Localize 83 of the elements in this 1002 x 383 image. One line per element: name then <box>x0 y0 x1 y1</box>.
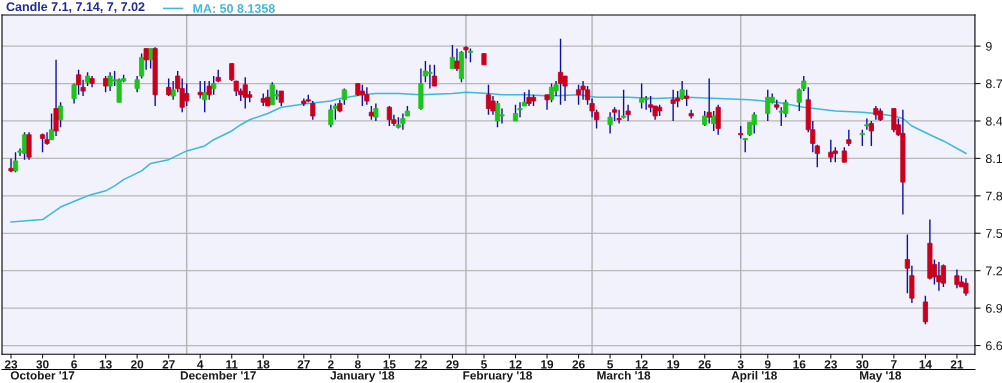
candlestick <box>454 47 460 72</box>
candlestick <box>643 95 649 111</box>
x-tick-label: 8 <box>354 360 361 369</box>
candlestick <box>670 89 676 122</box>
candlestick <box>954 268 960 289</box>
candlestick <box>463 45 469 60</box>
candlestick <box>39 132 46 153</box>
y-tick-label: 8.1 <box>985 154 1002 164</box>
x-tick-label: 11 <box>226 360 238 369</box>
x-tick-label: 30 <box>36 360 49 369</box>
candlestick <box>53 59 59 137</box>
x-tick-label: 15 <box>383 360 396 369</box>
x-tick-label: 14 <box>919 360 932 369</box>
x-tick-label: 23 <box>4 360 18 369</box>
candlestick <box>328 104 334 128</box>
y-tick-label: 7.8 <box>986 191 1002 201</box>
x-tick-label: 13 <box>99 360 112 369</box>
candlestick <box>922 294 928 326</box>
x-tick-label: 9 <box>764 360 771 369</box>
x-tick-label: 21 <box>950 360 964 369</box>
x-tick-label: 2 <box>327 360 334 369</box>
x-tick-label: 30 <box>856 360 869 369</box>
candlestick <box>868 120 874 147</box>
candlestick <box>864 117 870 131</box>
x-tick-label: 29 <box>446 360 459 369</box>
candlestick <box>607 111 613 135</box>
x-tick-label: 5 <box>607 360 614 369</box>
y-tick-label: 7.2 <box>986 266 1002 276</box>
candlestick <box>580 80 586 101</box>
x-tick-label: 26 <box>698 360 711 369</box>
x2-tick-label: February '18 <box>463 370 532 382</box>
x2-tick-label: December '17 <box>180 370 256 380</box>
candlestick <box>310 100 316 121</box>
candlestick <box>431 64 437 87</box>
x-tick-label: 19 <box>667 360 680 369</box>
x-tick-label: 20 <box>130 360 144 369</box>
y-tick-label: 6.9 <box>986 303 1002 313</box>
x-tick-label: 19 <box>541 360 554 369</box>
x-tick-label: 22 <box>414 360 427 369</box>
chart-title: Candle 7.1, 7.14, 7, 7.02 <box>6 1 145 13</box>
x-tick-label: 5 <box>481 360 487 369</box>
candlestick <box>544 94 550 111</box>
x-tick-label: 27 <box>162 360 175 369</box>
candlestick <box>499 107 505 125</box>
candlestick <box>639 82 645 110</box>
x2-tick-label: April '18 <box>731 370 777 382</box>
x-tick-label: 18 <box>257 360 270 369</box>
candlestick <box>940 263 946 288</box>
x2-tick-label: May '18 <box>860 371 902 382</box>
candlestick <box>26 131 32 161</box>
candlestick <box>107 71 113 92</box>
candlestick <box>616 109 622 125</box>
candlestick <box>427 64 433 90</box>
candlestick <box>211 75 217 96</box>
x-tick-label: 23 <box>824 360 837 369</box>
y-tick-label: 9 <box>985 41 992 51</box>
x-tick-label: 7 <box>891 360 897 369</box>
candlestick <box>715 104 721 136</box>
x-tick-label: 12 <box>509 360 522 369</box>
x2-tick-label: October '17 <box>10 370 75 380</box>
x-tick-label: 16 <box>793 360 806 369</box>
candlestick <box>400 112 406 131</box>
x2-tick-label: January '18 <box>330 371 395 382</box>
x-tick-label: 3 <box>737 360 744 369</box>
x-tick-label: 26 <box>572 360 585 369</box>
x-tick-label: 4 <box>197 360 204 369</box>
candlestick <box>76 69 82 96</box>
x2-tick-label: March '18 <box>597 370 651 380</box>
legend-label: MA: 50 8.1358 <box>193 4 275 13</box>
candlestick <box>846 129 852 147</box>
candlestick <box>891 107 897 133</box>
x-tick-label: 27 <box>297 360 310 369</box>
x-tick-label: 12 <box>635 360 648 369</box>
candlestick <box>936 261 942 292</box>
candlestick <box>576 84 582 106</box>
y-tick-label: 7.5 <box>986 229 1002 238</box>
candlestick <box>517 101 523 118</box>
candlestick <box>621 89 627 120</box>
y-tick-label: 6.6 <box>986 341 1002 351</box>
y-tick-label: 8.4 <box>985 116 1002 126</box>
y-tick-label: 8.7 <box>985 79 1002 89</box>
candlestick <box>8 157 14 173</box>
x-tick-label: 6 <box>71 360 77 369</box>
